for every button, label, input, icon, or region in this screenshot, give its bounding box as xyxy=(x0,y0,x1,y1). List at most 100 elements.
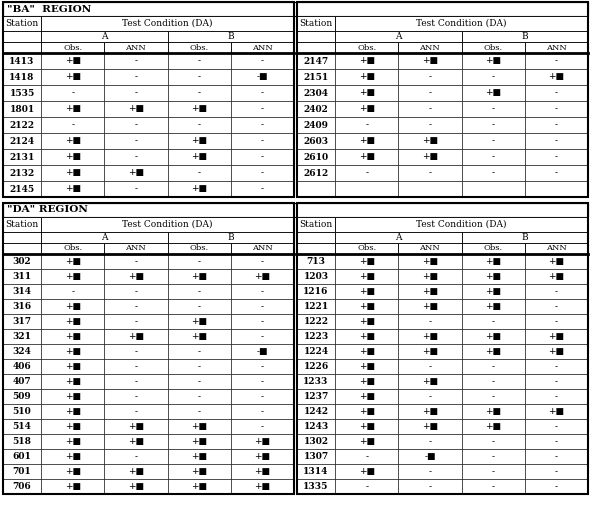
Bar xyxy=(3,149,41,165)
Bar xyxy=(297,217,335,232)
Text: -: - xyxy=(71,287,74,296)
Bar xyxy=(462,389,525,404)
Text: +■: +■ xyxy=(64,407,80,416)
Bar xyxy=(41,133,104,149)
Text: -: - xyxy=(492,437,495,446)
Text: +■: +■ xyxy=(64,392,80,401)
Bar xyxy=(104,284,167,299)
Bar xyxy=(297,479,335,494)
Bar xyxy=(297,464,335,479)
Text: -: - xyxy=(555,422,558,431)
Bar xyxy=(525,404,588,419)
Bar xyxy=(41,299,104,314)
Text: -: - xyxy=(134,302,137,311)
Text: -: - xyxy=(555,452,558,461)
Text: -: - xyxy=(134,137,137,145)
Text: +■: +■ xyxy=(359,56,375,65)
Text: 1801: 1801 xyxy=(9,105,35,113)
Bar xyxy=(104,42,167,53)
Text: 1314: 1314 xyxy=(303,467,329,476)
Text: +■: +■ xyxy=(485,272,501,281)
Bar xyxy=(525,284,588,299)
Bar xyxy=(41,165,104,181)
Text: +■: +■ xyxy=(548,347,564,356)
Text: +■: +■ xyxy=(191,153,207,162)
Bar xyxy=(167,419,230,434)
Bar xyxy=(297,53,335,69)
Text: Obs.: Obs. xyxy=(63,244,82,253)
Text: +■: +■ xyxy=(64,105,80,113)
Bar xyxy=(335,165,398,181)
Text: -: - xyxy=(261,168,264,177)
Text: 2145: 2145 xyxy=(9,185,34,194)
Bar xyxy=(297,42,335,53)
Bar xyxy=(3,284,41,299)
Bar xyxy=(462,69,525,85)
Bar xyxy=(230,149,294,165)
Bar xyxy=(297,149,335,165)
Text: +■: +■ xyxy=(359,73,375,82)
Bar xyxy=(230,344,294,359)
Bar xyxy=(398,254,462,269)
Text: A: A xyxy=(101,32,108,41)
Text: -: - xyxy=(492,168,495,177)
Text: ANN: ANN xyxy=(252,43,273,51)
Text: -■: -■ xyxy=(256,347,268,356)
Text: -: - xyxy=(365,168,368,177)
Text: 2603: 2603 xyxy=(303,137,329,145)
Bar xyxy=(3,203,294,494)
Bar xyxy=(297,389,335,404)
Bar xyxy=(167,449,230,464)
Bar xyxy=(104,404,167,419)
Bar xyxy=(3,374,41,389)
Bar xyxy=(462,149,525,165)
Text: +■: +■ xyxy=(422,302,438,311)
Text: -: - xyxy=(492,73,495,82)
Bar xyxy=(230,53,294,69)
Bar xyxy=(335,374,398,389)
Text: 1335: 1335 xyxy=(303,482,329,491)
Text: 324: 324 xyxy=(12,347,31,356)
Text: -: - xyxy=(134,287,137,296)
Bar xyxy=(335,329,398,344)
Text: +■: +■ xyxy=(422,137,438,145)
Text: +■: +■ xyxy=(485,407,501,416)
Bar xyxy=(104,329,167,344)
Bar xyxy=(41,389,104,404)
Text: +■: +■ xyxy=(485,88,501,97)
Text: +■: +■ xyxy=(191,482,207,491)
Bar xyxy=(230,243,294,254)
Text: B: B xyxy=(228,233,234,242)
Text: Station: Station xyxy=(5,220,38,229)
Bar xyxy=(525,149,588,165)
Bar xyxy=(335,359,398,374)
Text: 518: 518 xyxy=(12,437,31,446)
Text: -: - xyxy=(555,153,558,162)
Text: -: - xyxy=(492,467,495,476)
Text: -: - xyxy=(197,362,200,371)
Text: +■: +■ xyxy=(191,105,207,113)
Text: +■: +■ xyxy=(422,332,438,341)
Text: 1237: 1237 xyxy=(303,392,329,401)
Text: ANN: ANN xyxy=(125,244,146,253)
Text: -: - xyxy=(134,257,137,266)
Text: +■: +■ xyxy=(128,482,144,491)
Bar xyxy=(335,449,398,464)
Bar xyxy=(41,344,104,359)
Bar xyxy=(41,53,104,69)
Bar xyxy=(41,69,104,85)
Bar xyxy=(398,284,462,299)
Text: +■: +■ xyxy=(359,332,375,341)
Text: +■: +■ xyxy=(191,452,207,461)
Text: +■: +■ xyxy=(359,257,375,266)
Bar xyxy=(398,117,462,133)
Bar xyxy=(525,165,588,181)
Bar xyxy=(3,359,41,374)
Text: +■: +■ xyxy=(191,185,207,194)
Text: +■: +■ xyxy=(548,73,564,82)
Text: -: - xyxy=(134,56,137,65)
Bar xyxy=(335,464,398,479)
Text: Station: Station xyxy=(300,220,333,229)
Bar xyxy=(335,344,398,359)
Bar xyxy=(41,254,104,269)
